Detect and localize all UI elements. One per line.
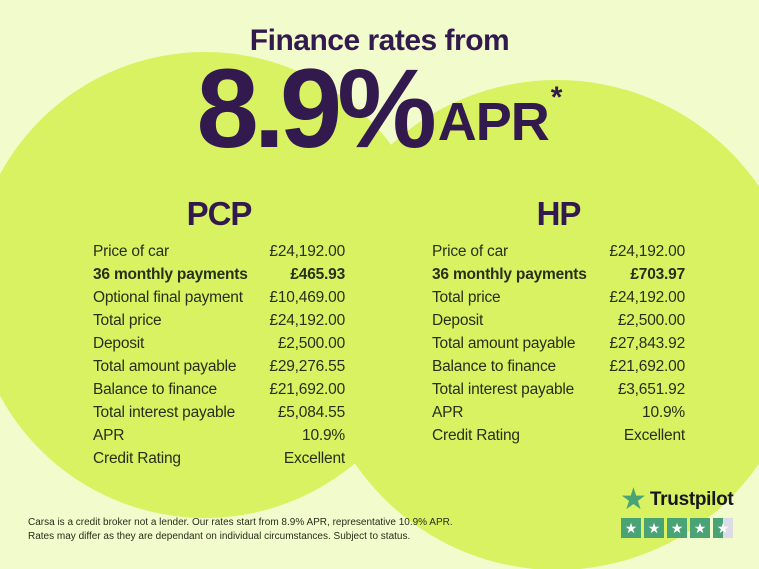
pcp-table-rows: Price of car £24,192.00 36 monthly payme… xyxy=(93,240,345,470)
row-label: Deposit xyxy=(432,312,484,329)
trustpilot-star-icon: ★ xyxy=(620,483,647,516)
row-value: £5,084.55 xyxy=(277,404,345,421)
row-value: 10.9% xyxy=(642,404,685,421)
trustpilot-logo: ★ Trustpilot xyxy=(620,483,734,516)
legal-disclaimer: Carsa is a credit broker not a lender. O… xyxy=(28,516,453,544)
table-row: Deposit £2,500.00 xyxy=(93,332,345,355)
table-row: Credit Rating Excellent xyxy=(93,447,345,470)
row-value: £703.97 xyxy=(630,266,685,283)
disclaimer-line-1: Carsa is a credit broker not a lender. O… xyxy=(28,517,453,528)
rate-suffix: APR xyxy=(437,92,550,152)
row-value: £2,500.00 xyxy=(617,312,685,329)
star-icon: ★ xyxy=(716,520,730,536)
rating-star-box: ★ xyxy=(690,518,710,538)
banner-title: Finance rates from xyxy=(249,24,510,57)
table-row: Total amount payable £27,843.92 xyxy=(432,332,685,355)
row-label: Credit Rating xyxy=(93,450,181,467)
table-row: APR 10.9% xyxy=(432,401,685,424)
table-row: Credit Rating Excellent xyxy=(432,424,685,447)
table-row: Total price £24,192.00 xyxy=(432,286,685,309)
row-label: Total interest payable xyxy=(93,404,236,421)
table-row: 36 monthly payments £465.93 xyxy=(93,263,345,286)
pcp-table-title: PCP xyxy=(186,195,253,232)
row-value: £3,651.92 xyxy=(617,381,685,398)
row-value: £24,192.00 xyxy=(269,243,345,260)
table-row: Price of car £24,192.00 xyxy=(432,240,685,263)
row-label: Credit Rating xyxy=(432,427,520,444)
table-row: Optional final payment £10,469.00 xyxy=(93,286,345,309)
star-icon: ★ xyxy=(693,520,707,536)
row-label: APR xyxy=(432,404,464,421)
apr-headline: 8.9% APR* xyxy=(0,53,759,165)
row-label: 36 monthly payments xyxy=(93,266,248,283)
row-value: £24,192.00 xyxy=(269,312,345,329)
rating-star-box: ★ xyxy=(621,518,641,538)
star-icon: ★ xyxy=(647,520,661,536)
row-value: Excellent xyxy=(283,450,345,467)
trustpilot-rating-stars: ★ ★ ★ ★ ★ xyxy=(621,518,733,538)
table-row: Balance to finance £21,692.00 xyxy=(93,378,345,401)
rating-star-box: ★ xyxy=(713,518,733,538)
row-label: Price of car xyxy=(432,243,508,260)
table-row: Total price £24,192.00 xyxy=(93,309,345,332)
row-value: £24,192.00 xyxy=(609,243,685,260)
table-row: Deposit £2,500.00 xyxy=(432,309,685,332)
row-label: Balance to finance xyxy=(432,358,556,375)
table-row: Total interest payable £5,084.55 xyxy=(93,401,345,424)
background-circle-right xyxy=(312,80,759,569)
row-value: 10.9% xyxy=(302,427,345,444)
row-label: Total price xyxy=(432,289,501,306)
row-value: £10,469.00 xyxy=(269,289,345,306)
row-label: Balance to finance xyxy=(93,381,217,398)
rate-asterisk: * xyxy=(550,81,563,114)
row-label: 36 monthly payments xyxy=(432,266,587,283)
trustpilot-wordmark: Trustpilot xyxy=(649,489,734,510)
row-label: Optional final payment xyxy=(93,289,243,306)
row-value: Excellent xyxy=(623,427,685,444)
hp-table-rows: Price of car £24,192.00 36 monthly payme… xyxy=(432,240,685,447)
row-value: £465.93 xyxy=(290,266,345,283)
star-icon: ★ xyxy=(670,520,684,536)
table-row: APR 10.9% xyxy=(93,424,345,447)
row-label: APR xyxy=(93,427,125,444)
row-value: £24,192.00 xyxy=(609,289,685,306)
row-value: £2,500.00 xyxy=(277,335,345,352)
table-row: 36 monthly payments £703.97 xyxy=(432,263,685,286)
table-row: Total amount payable £29,276.55 xyxy=(93,355,345,378)
row-label: Price of car xyxy=(93,243,169,260)
row-label: Total amount payable xyxy=(93,358,237,375)
rate-value: 8.9% xyxy=(196,46,437,171)
row-value: £21,692.00 xyxy=(609,358,685,375)
rating-star-box: ★ xyxy=(667,518,687,538)
trustpilot-badge: ★ Trustpilot ★ ★ ★ ★ ★ xyxy=(620,483,734,538)
row-value: £21,692.00 xyxy=(269,381,345,398)
hp-table-title: HP xyxy=(536,195,582,232)
pcp-table: PCP Price of car £24,192.00 36 monthly p… xyxy=(93,196,345,470)
star-icon: ★ xyxy=(624,520,638,536)
row-label: Deposit xyxy=(93,335,145,352)
table-row: Total interest payable £3,651.92 xyxy=(432,378,685,401)
row-label: Total amount payable xyxy=(432,335,576,352)
rating-star-box: ★ xyxy=(644,518,664,538)
hp-table: HP Price of car £24,192.00 36 monthly pa… xyxy=(432,196,685,447)
table-row: Balance to finance £21,692.00 xyxy=(432,355,685,378)
row-label: Total interest payable xyxy=(432,381,575,398)
row-label: Total price xyxy=(93,312,162,329)
row-value: £27,843.92 xyxy=(609,335,685,352)
table-row: Price of car £24,192.00 xyxy=(93,240,345,263)
row-value: £29,276.55 xyxy=(269,358,345,375)
disclaimer-line-2: Rates may differ as they are dependant o… xyxy=(28,531,411,542)
